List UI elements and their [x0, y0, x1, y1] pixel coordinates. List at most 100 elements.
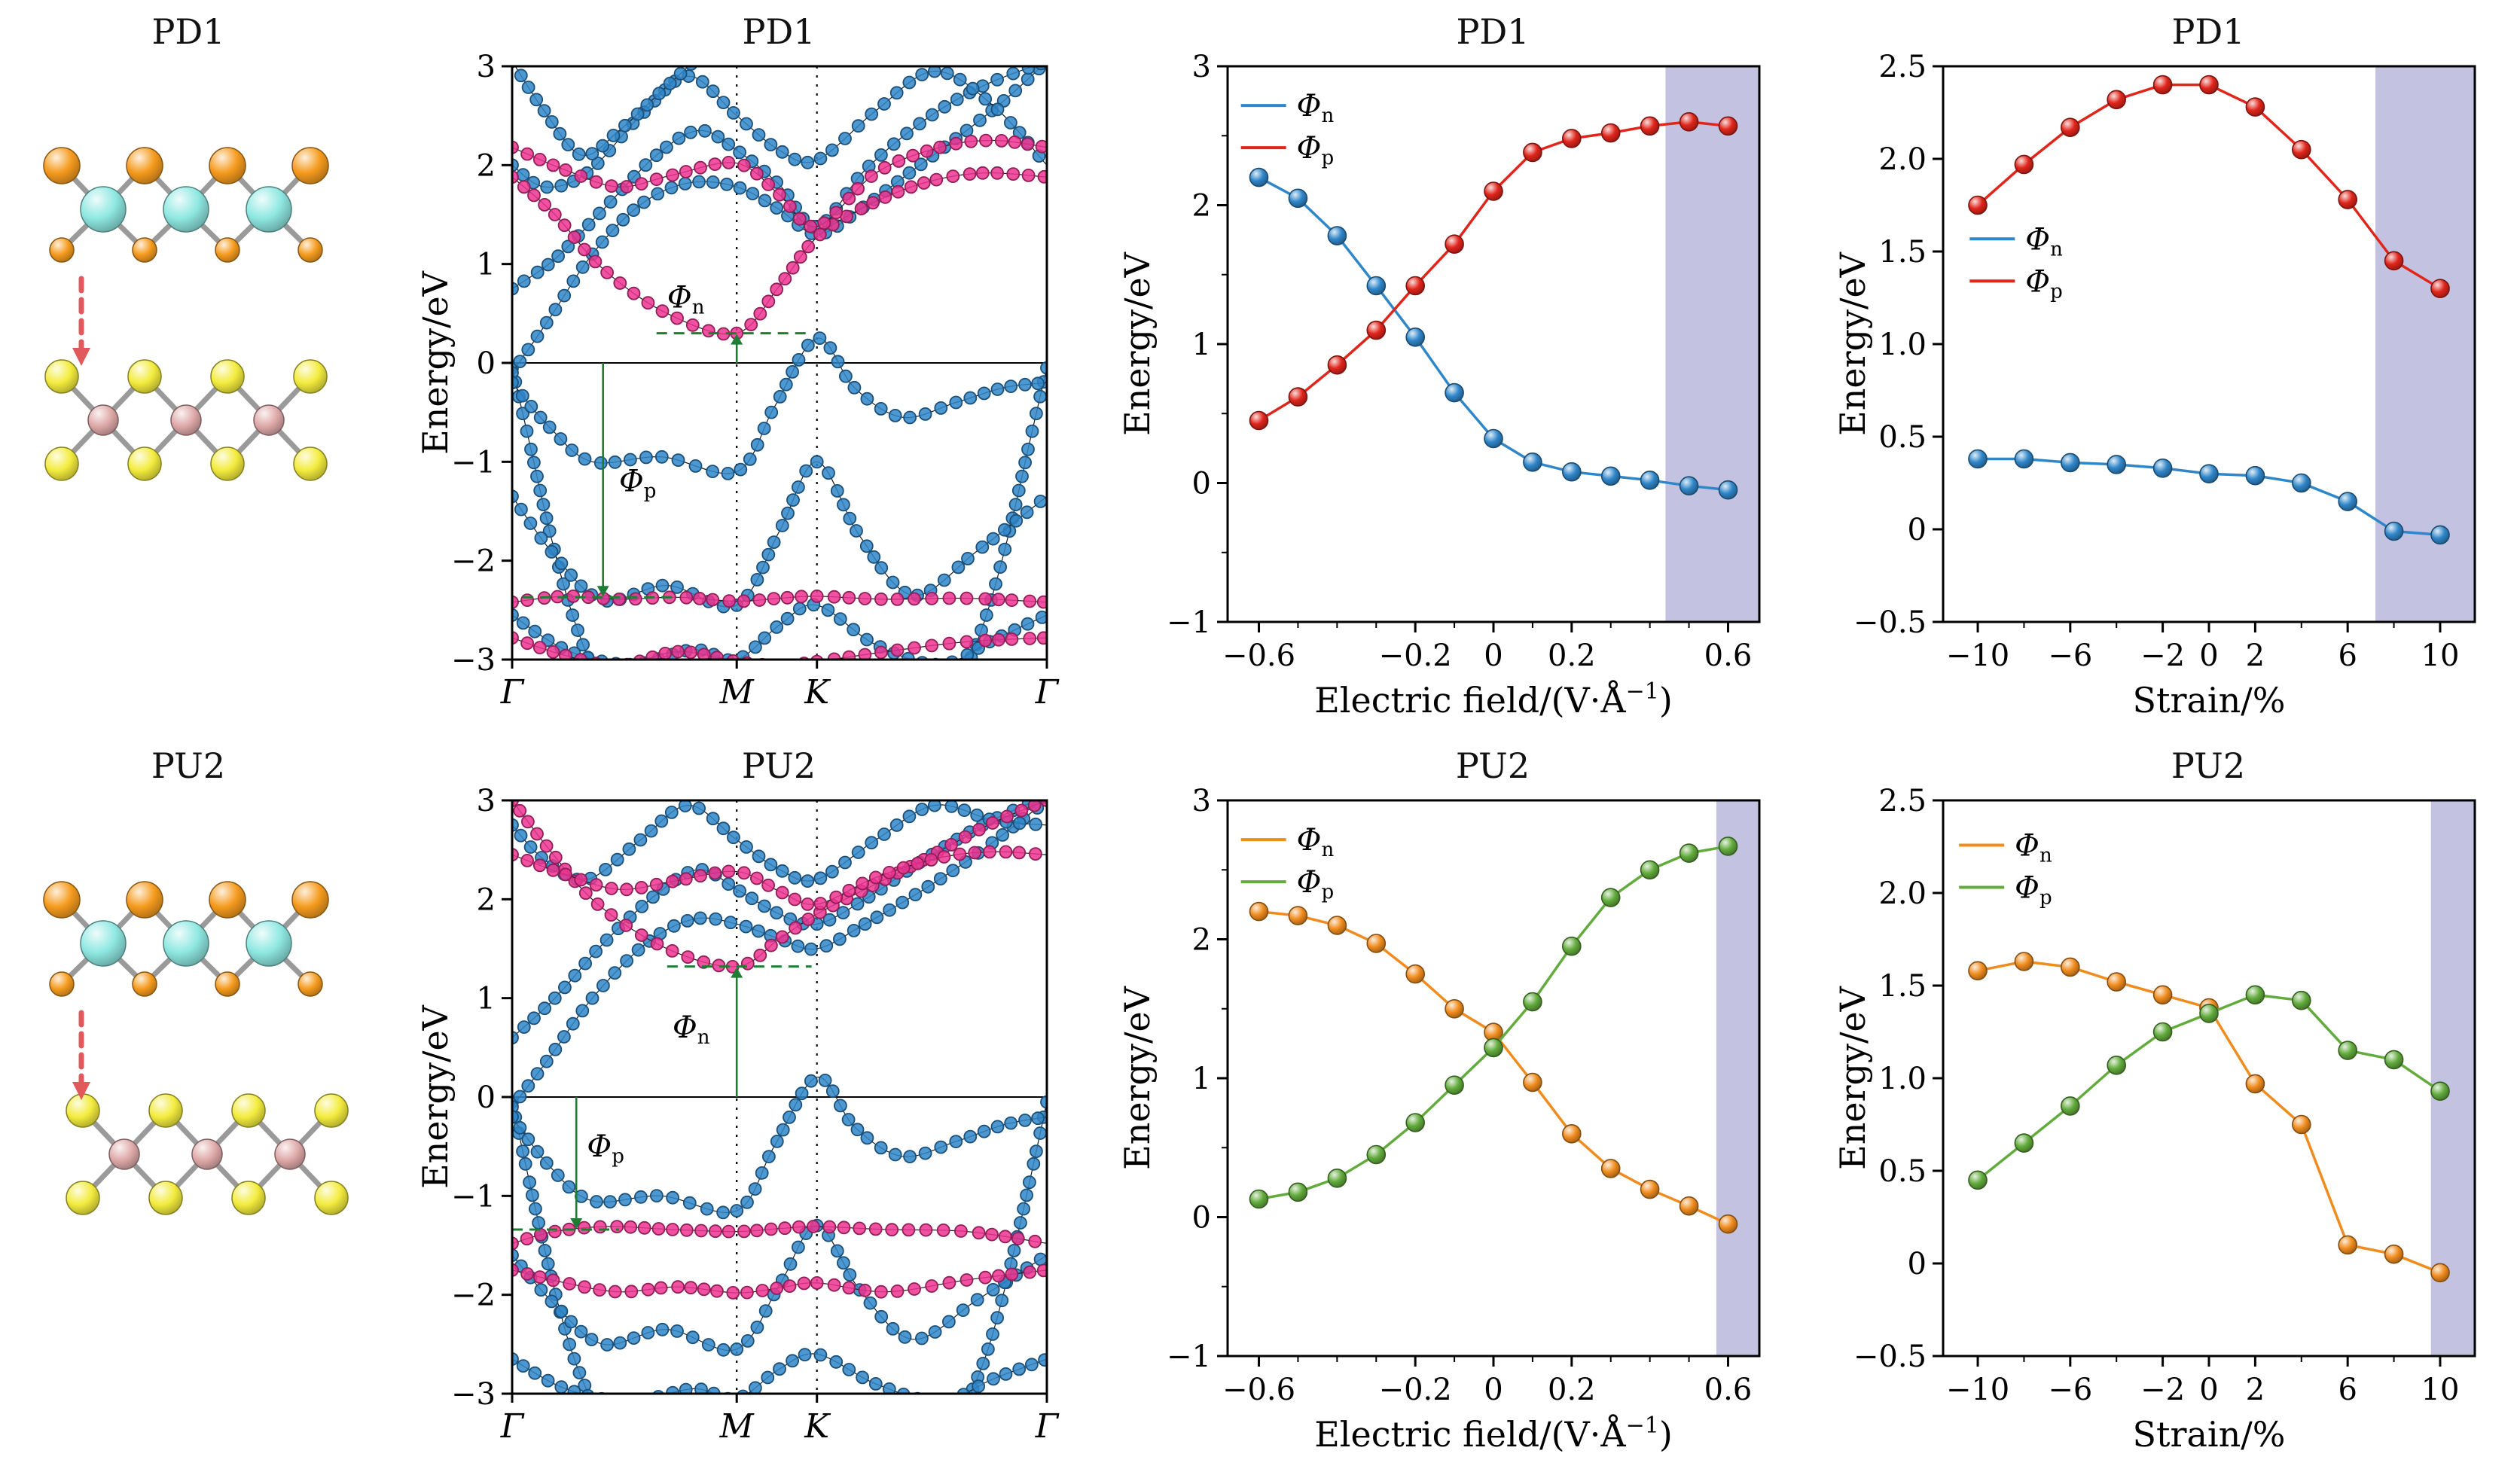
svg-text:3: 3 [477, 787, 496, 818]
svg-text:0.5: 0.5 [1878, 1154, 1927, 1189]
strain-panel-pu2: PU2 −10 −6 −2 0 2 6 10 −0.5 0 0.5 1.0 1.5 2.0 2.5 Stra… [1830, 745, 2493, 1464]
svg-text:0: 0 [1908, 513, 1927, 547]
band-title-pd1: PD1 [742, 11, 816, 52]
svg-text:0.6: 0.6 [1704, 638, 1753, 673]
efield-title-pd1: PD1 [1456, 11, 1530, 52]
svg-text:−2: −2 [2140, 1373, 2185, 1407]
svg-text:1: 1 [477, 248, 496, 282]
structure-title-pd1: PD1 [151, 11, 225, 52]
efield-panel-pd1: PD1 −0.6 −0.2 0 0.2 0.6 −1 0 1 2 3 Electric field/… [1115, 11, 1777, 730]
svg-text:Φp: Φp [1297, 865, 1334, 904]
svg-text:Φp: Φp [2025, 264, 2062, 303]
svg-text:2.0: 2.0 [1878, 142, 1927, 177]
svg-text:0: 0 [1484, 1373, 1503, 1407]
svg-text:−0.2: −0.2 [1379, 1373, 1452, 1407]
svg-text:Φn: Φn [2025, 222, 2063, 261]
band-panel-pd1: PD1 Φn Φp Γ M K Γ −3 −2 −1 0 1 2 3 Energy/eV [414, 11, 1062, 730]
svg-text:Γ: Γ [500, 1407, 525, 1446]
svg-text:10: 10 [2421, 638, 2460, 673]
svg-text:Energy/eV: Energy/eV [1117, 251, 1158, 436]
strain-chart-pd1: −10 −6 −2 0 2 6 10−0.500.51.01.52.02.5Strain/%… [1832, 53, 2476, 721]
svg-text:2: 2 [477, 148, 496, 183]
svg-text:Φn: Φn [673, 1010, 710, 1049]
svg-text:−0.6: −0.6 [1222, 638, 1295, 673]
svg-text:1.5: 1.5 [1878, 969, 1927, 1004]
svg-text:Strain/%: Strain/% [2133, 1414, 2286, 1455]
strain-panel-pd1: PD1 −10 −6 −2 0 2 6 10 −0.5 0 0.5 1.0 1.5 2.0 2.5 Stra… [1830, 11, 2493, 730]
svg-text:Energy/eV: Energy/eV [415, 1004, 456, 1189]
structure-panel-pd1: PD1 [15, 11, 362, 730]
svg-text:−3: −3 [451, 643, 496, 678]
svg-text:1.5: 1.5 [1878, 235, 1927, 270]
svg-text:Strain/%: Strain/% [2133, 680, 2286, 721]
svg-text:0.2: 0.2 [1548, 1373, 1596, 1407]
svg-text:0: 0 [1192, 1201, 1211, 1236]
svg-text:−2: −2 [451, 1278, 496, 1313]
svg-text:0: 0 [477, 346, 496, 381]
svg-text:Φn: Φn [1297, 89, 1335, 127]
strain-chart-pu2: −10 −6 −2 0 2 6 10−0.500.51.01.52.02.5Strain/%… [1832, 787, 2476, 1455]
efield-panel-pu2: PU2 −0.6 −0.2 0 0.2 0.6 −1 0 1 2 3 Electric field/… [1115, 745, 1777, 1464]
row-pu2: PU2 PU2 Φn Φp Γ M K Γ −3 −2 −1 0 1 2 3 Energy/eV PU2 … [15, 745, 2505, 1464]
svg-text:1.0: 1.0 [1878, 328, 1927, 362]
svg-text:−10: −10 [1946, 638, 2009, 673]
band-title-pu2: PU2 [741, 745, 816, 786]
svg-text:−1: −1 [1167, 605, 1211, 640]
svg-text:10: 10 [2421, 1373, 2460, 1407]
svg-text:2: 2 [477, 882, 496, 917]
svg-text:2: 2 [1192, 923, 1211, 958]
svg-text:0.5: 0.5 [1878, 420, 1927, 455]
row-pd1: PD1 PD1 Φn Φp Γ M K Γ −3 −2 −1 0 1 2 3 Energy/eV PD1 … [15, 11, 2505, 730]
svg-text:Φp: Φp [587, 1129, 624, 1168]
svg-text:1: 1 [1192, 1062, 1211, 1096]
svg-text:6: 6 [2338, 1373, 2357, 1407]
svg-text:−6: −6 [2048, 638, 2092, 673]
svg-text:Energy/eV: Energy/eV [1832, 251, 1873, 436]
svg-text:−0.6: −0.6 [1222, 1373, 1295, 1407]
structure-title-pu2: PU2 [151, 745, 226, 786]
strain-title-pu2: PU2 [2171, 745, 2246, 786]
svg-text:0: 0 [1192, 467, 1211, 501]
svg-text:Energy/eV: Energy/eV [415, 270, 456, 455]
svg-text:1.0: 1.0 [1878, 1062, 1927, 1096]
efield-chart-pd1: −0.6 −0.2 0 0.2 0.6 −1 0 1 2 3 Electric field/(V·Å… [1117, 53, 1761, 721]
svg-text:2: 2 [1192, 189, 1211, 224]
svg-text:0: 0 [2199, 1373, 2218, 1407]
svg-text:Γ: Γ [1035, 1407, 1060, 1446]
svg-text:−1: −1 [451, 445, 496, 480]
svg-text:0.6: 0.6 [1704, 1373, 1753, 1407]
svg-text:Energy/eV: Energy/eV [1117, 986, 1158, 1170]
svg-text:6: 6 [2338, 638, 2357, 673]
svg-text:−1: −1 [1167, 1339, 1211, 1374]
svg-text:2: 2 [2246, 1373, 2265, 1407]
svg-text:Energy/eV: Energy/eV [1832, 986, 1873, 1170]
svg-text:Φn: Φn [667, 280, 705, 318]
svg-text:3: 3 [1192, 53, 1211, 84]
svg-text:−10: −10 [1946, 1373, 2009, 1407]
crystal-structure-pd1 [43, 147, 329, 481]
svg-text:Φp: Φp [1297, 131, 1334, 169]
svg-text:K: K [804, 1407, 831, 1446]
svg-text:Electric field/(V·Å−1): Electric field/(V·Å−1) [1314, 678, 1673, 721]
svg-text:M: M [719, 673, 755, 712]
svg-text:−0.5: −0.5 [1853, 1339, 1927, 1374]
svg-text:0.2: 0.2 [1548, 638, 1596, 673]
svg-text:2.5: 2.5 [1878, 53, 1927, 84]
svg-text:0: 0 [2199, 638, 2218, 673]
svg-text:M: M [719, 1407, 755, 1446]
svg-text:Φp: Φp [2015, 871, 2052, 910]
svg-text:−1: −1 [451, 1179, 496, 1214]
svg-text:0: 0 [1484, 638, 1503, 673]
svg-text:0: 0 [477, 1080, 496, 1115]
svg-text:−2: −2 [2140, 638, 2185, 673]
svg-text:Electric field/(V·Å−1): Electric field/(V·Å−1) [1314, 1413, 1673, 1455]
svg-text:3: 3 [1192, 787, 1211, 818]
efield-chart-pu2: −0.6 −0.2 0 0.2 0.6 −1 0 1 2 3 Electric field/(V·Å… [1117, 787, 1761, 1455]
svg-text:1: 1 [1192, 328, 1211, 362]
svg-text:1: 1 [477, 982, 496, 1016]
svg-text:3: 3 [477, 53, 496, 84]
svg-text:K: K [804, 673, 831, 712]
efield-title-pu2: PU2 [1455, 745, 1530, 786]
